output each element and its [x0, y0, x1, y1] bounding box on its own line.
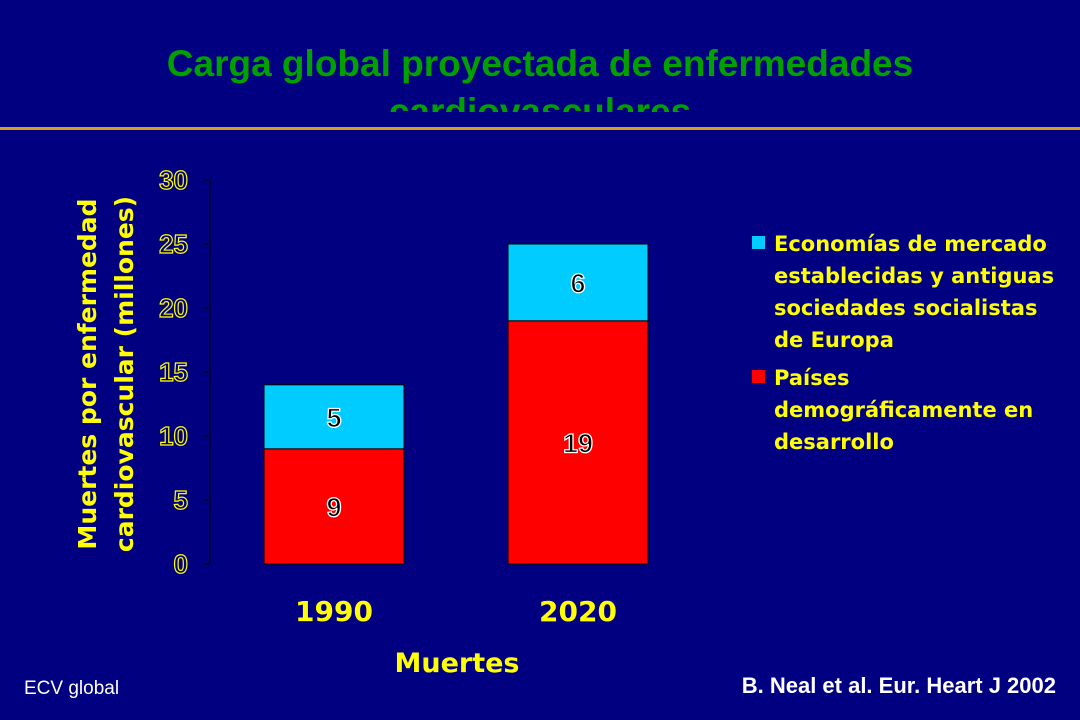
y-tick-label: 5	[174, 485, 188, 515]
bar-segment	[507, 243, 649, 322]
chart-legend: Economías de mercado establecidas y anti…	[752, 228, 1072, 458]
y-tick-label: 20	[159, 293, 188, 323]
y-tick-label: 10	[159, 421, 188, 451]
y-tick-label: 25	[159, 229, 188, 259]
legend-swatch	[752, 370, 765, 383]
slide-title-line2: cardiovasculares	[388, 91, 692, 112]
x-axis-title: Muertes	[394, 648, 519, 679]
y-tick-label: 15	[159, 357, 188, 387]
slide-title: Carga global proyectada de enfermedades …	[0, 40, 1080, 112]
y-axis-title-line1: Muertes por enfermedad	[73, 198, 102, 549]
bar-segment	[507, 320, 649, 565]
y-tick-label: 30	[159, 165, 188, 195]
bar-data-label: 6	[570, 268, 585, 298]
legend-label: Países demográficamente en desarrollo	[774, 366, 1034, 454]
y-axis-title-line2: cardiovascular (millones)	[110, 196, 139, 552]
y-tick-label: 0	[174, 549, 188, 579]
bar-data-label: 9	[326, 492, 341, 522]
bar-segment	[263, 448, 405, 565]
x-category-label: 1990	[295, 595, 373, 628]
slide-title-line1: Carga global proyectada de enfermedades	[166, 43, 914, 84]
title-divider	[0, 127, 1080, 130]
legend-swatch	[752, 236, 765, 249]
bar-segment	[263, 384, 405, 450]
bar-data-label: 19	[563, 428, 593, 458]
x-category-label: 2020	[539, 595, 617, 628]
bar-data-label: 5	[326, 403, 341, 433]
legend-item: Economías de mercado establecidas y anti…	[752, 228, 1072, 356]
legend-item: Países demográficamente en desarrollo	[752, 362, 1072, 458]
legend-label: Economías de mercado establecidas y anti…	[774, 232, 1055, 352]
footer-label: ECV global	[24, 678, 120, 699]
citation: B. Neal et al. Eur. Heart J 2002	[741, 673, 1056, 698]
